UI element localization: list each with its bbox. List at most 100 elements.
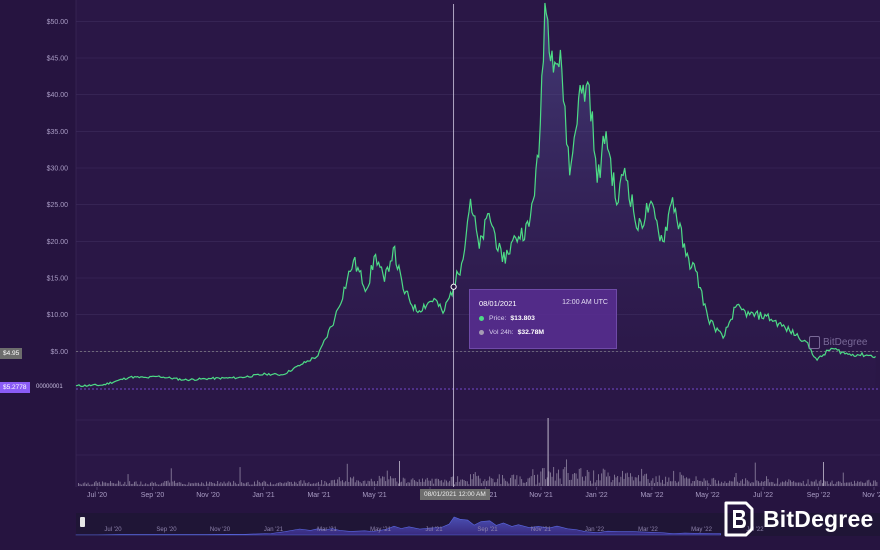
navigator-tick-label: Jul '21 [425, 527, 443, 533]
volume-bar [206, 481, 207, 486]
volume-bar [554, 480, 556, 486]
volume-bar [671, 481, 673, 486]
volume-bar [148, 484, 150, 486]
volume-bar [385, 481, 387, 486]
volume-bar [79, 483, 81, 486]
volume-bar [231, 484, 233, 486]
volume-bar [222, 483, 223, 486]
volume-bar [775, 483, 777, 486]
volume-bar [166, 481, 167, 486]
volume-bar [111, 482, 113, 486]
volume-bar [586, 470, 588, 486]
volume-bar [244, 483, 246, 486]
volume-bar [618, 482, 620, 486]
volume-bar [634, 477, 636, 486]
y-tick-label: $50.00 [47, 19, 69, 26]
volume-bar [734, 477, 735, 486]
volume-bar [516, 475, 518, 486]
volume-bar [676, 482, 678, 486]
volume-bar [606, 476, 607, 486]
volume-bar [473, 474, 475, 486]
volume-bar [81, 484, 83, 486]
volume-bar [849, 482, 851, 486]
volume-bar [642, 475, 644, 486]
volume-bar [450, 477, 452, 486]
volume-bar [455, 482, 457, 486]
volume-bar [108, 483, 110, 486]
volume-bar [706, 480, 708, 486]
volume-bar [218, 483, 220, 486]
volume-bar [286, 482, 287, 486]
volume-bar [850, 481, 852, 486]
volume-bar [703, 478, 705, 486]
volume-bar [550, 472, 551, 486]
volume-bar [873, 480, 875, 486]
volume-bar [527, 478, 529, 486]
volume-bar [292, 483, 294, 486]
volume-bar [836, 481, 838, 486]
volume-bar [828, 483, 830, 486]
volume-bar [668, 477, 670, 486]
volume-bar [487, 480, 489, 486]
volume-bar [457, 476, 459, 486]
volume-bar [409, 482, 411, 486]
volume-bar [842, 472, 844, 486]
volume-bar [786, 482, 788, 486]
volume-bar [156, 484, 158, 486]
volume-bar [289, 482, 291, 486]
volume-bar [548, 471, 550, 486]
volume-bar [534, 475, 535, 486]
volume-bar [479, 478, 481, 486]
volume-bar [145, 483, 147, 486]
tooltip-price-row: Price: $13.803 [479, 315, 535, 322]
navigator-handle-left[interactable] [80, 517, 85, 527]
volume-bar [94, 482, 95, 486]
volume-bar [490, 478, 492, 486]
volume-bar [337, 479, 339, 486]
volume-bar [810, 481, 812, 486]
volume-bar [604, 469, 606, 486]
volume-bar [874, 480, 876, 486]
volume-bar [690, 483, 692, 486]
volume-bar [754, 462, 756, 486]
y-tick-label: $40.00 [47, 92, 69, 99]
x-tick-label: May '22 [695, 492, 719, 499]
volume-bar [798, 482, 799, 486]
brand-logo[interactable]: BitDegree [722, 500, 873, 538]
volume-bar [818, 481, 820, 486]
volume-bar [625, 473, 627, 486]
volume-bar [684, 478, 686, 486]
volume-bar [815, 479, 817, 486]
volume-bar [846, 482, 847, 486]
volume-bar [574, 473, 575, 486]
volume-bar [580, 468, 582, 486]
volume-bar [118, 480, 119, 486]
volume-bar [193, 483, 195, 486]
volume-bar [97, 482, 99, 486]
volume-bar [114, 483, 116, 486]
volume-bar [809, 484, 811, 486]
volume-bar [169, 482, 171, 486]
volume-bar [577, 478, 579, 486]
volume-bar [788, 479, 790, 486]
volume-bar [90, 484, 92, 486]
volume-bar [162, 482, 164, 486]
volume-bar [388, 479, 390, 486]
volume-bar [570, 479, 572, 486]
volume-bar [311, 483, 313, 486]
volume-bar [276, 483, 278, 486]
navigator-tick-label: Mar '22 [638, 527, 658, 533]
volume-bar [562, 469, 564, 486]
volume-bar [233, 480, 235, 486]
volume-bar [322, 484, 324, 486]
volume-bar [791, 482, 793, 486]
volume-bar [802, 480, 804, 486]
volume-bar [782, 481, 783, 486]
volume-bar [290, 481, 292, 486]
volume-bar [558, 469, 559, 486]
volume-bar [202, 483, 204, 486]
volume-bar [126, 484, 127, 486]
volume-bar [546, 477, 548, 486]
volume-bar [282, 483, 284, 486]
price-dot-icon [479, 315, 484, 321]
